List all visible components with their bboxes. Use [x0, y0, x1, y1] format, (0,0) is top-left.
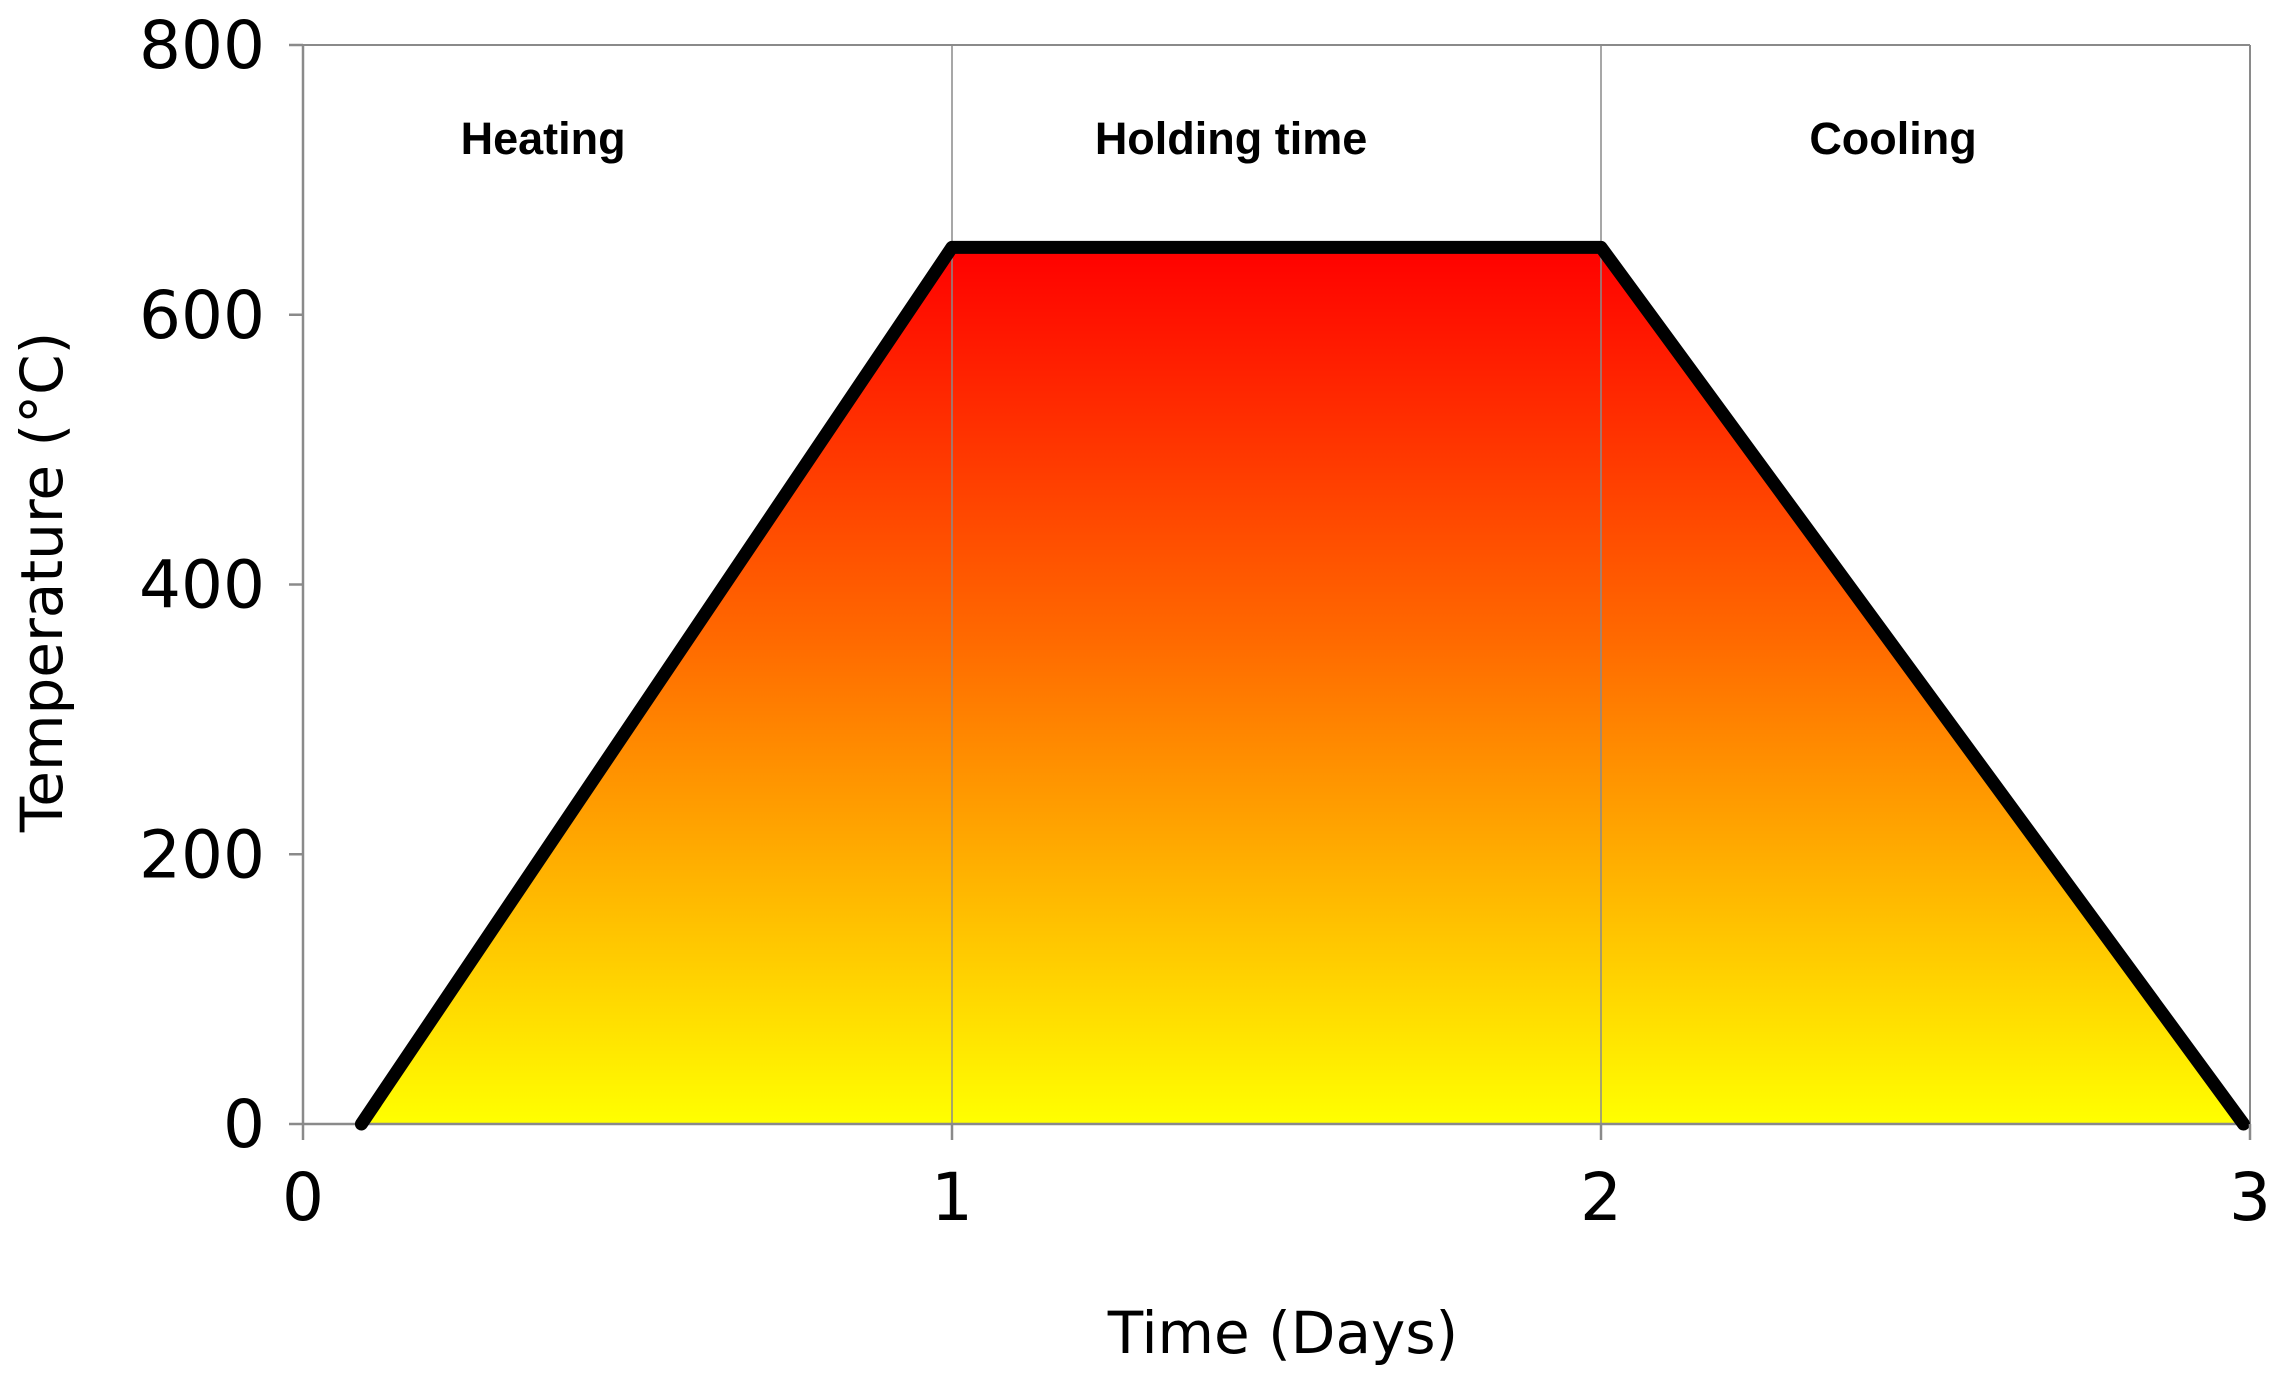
- phase-label-holding-time: Holding time: [1095, 113, 1367, 164]
- y-axis-title: Temperature (°C): [8, 332, 76, 834]
- phase-label-cooling: Cooling: [1809, 113, 1976, 164]
- y-tick-label: 200: [139, 816, 265, 893]
- y-tick-label: 800: [139, 7, 265, 84]
- x-tick-label: 2: [1580, 1159, 1622, 1236]
- x-tick-label: 3: [2229, 1159, 2271, 1236]
- temperature-area-fill: [361, 247, 2244, 1124]
- x-tick-label: 0: [282, 1159, 324, 1236]
- y-tick-label: 0: [223, 1086, 265, 1163]
- x-axis-title: Time (Days): [1107, 1299, 1458, 1367]
- temperature-line: [354, 240, 2251, 1131]
- y-tick-label: 600: [139, 277, 265, 354]
- x-tick-label: 1: [931, 1159, 973, 1236]
- phase-label-heating: Heating: [461, 113, 626, 164]
- y-tick-label: 400: [139, 547, 265, 624]
